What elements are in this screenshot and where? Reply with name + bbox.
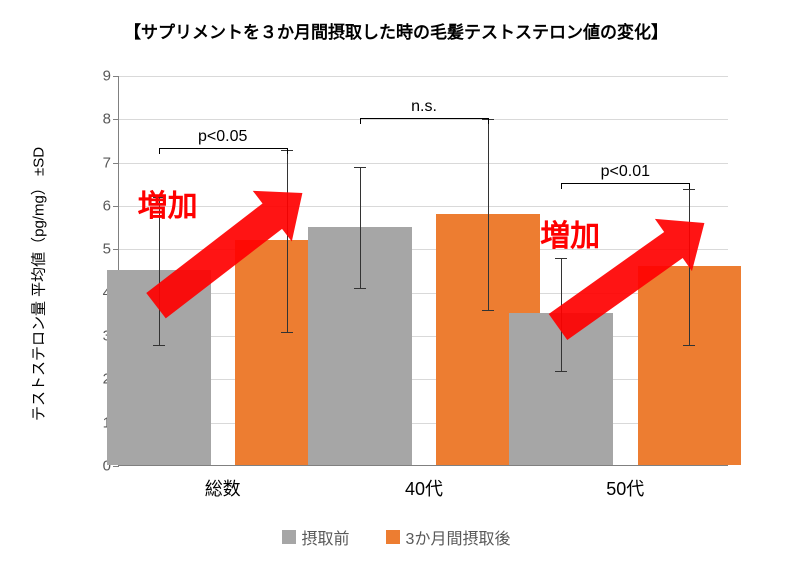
legend-label: 摂取前: [302, 525, 350, 549]
error-cap: [482, 310, 494, 311]
arrow-label: 増加: [540, 211, 600, 255]
y-tick-mark: [113, 466, 119, 467]
significance-label: n.s.: [411, 98, 437, 116]
error-cap: [354, 288, 366, 289]
y-tick-label: 6: [103, 198, 111, 215]
y-tick-label: 7: [103, 154, 111, 171]
y-tick-label: 5: [103, 241, 111, 258]
legend-swatch: [282, 530, 296, 544]
significance-bracket-tick: [689, 183, 690, 189]
significance-bracket-tick: [360, 118, 361, 124]
y-tick-mark: [113, 249, 119, 250]
arrow-label: 増加: [138, 181, 198, 225]
significance-bracket: [561, 183, 689, 184]
error-bar: [488, 119, 489, 310]
significance-bracket-tick: [159, 148, 160, 154]
x-tick-label: 50代: [606, 475, 644, 501]
y-axis-label: テストステロン量 平均値（pg/mg） ±SD: [28, 146, 49, 420]
chart-title: 【サプリメントを３か月間摂取した時の毛髪テストステロン値の変化】: [0, 18, 792, 43]
x-tick-label: 40代: [405, 475, 443, 501]
legend-item: 摂取前: [282, 525, 350, 549]
y-tick-label: 9: [103, 68, 111, 85]
plot-area: 0123456789総数40代50代p<0.05n.s.p<0.01増加増加: [118, 76, 728, 466]
legend-label: 3か月間摂取後: [406, 525, 511, 549]
significance-bracket-tick: [488, 118, 489, 124]
gridline: [119, 119, 728, 120]
significance-label: p<0.05: [198, 128, 247, 146]
y-tick-mark: [113, 163, 119, 164]
legend-swatch: [386, 530, 400, 544]
error-bar: [360, 167, 361, 288]
gridline: [119, 76, 728, 77]
significance-label: p<0.01: [601, 163, 650, 181]
error-cap: [153, 345, 165, 346]
error-cap: [555, 371, 567, 372]
y-tick-mark: [113, 206, 119, 207]
error-cap: [683, 189, 695, 190]
chart-container: 【サプリメントを３か月間摂取した時の毛髪テストステロン値の変化】 テストステロン…: [0, 0, 792, 567]
significance-bracket: [159, 148, 287, 149]
y-tick-mark: [113, 119, 119, 120]
error-cap: [354, 167, 366, 168]
significance-bracket-tick: [287, 148, 288, 154]
y-tick-mark: [113, 76, 119, 77]
y-tick-label: 8: [103, 111, 111, 128]
legend-item: 3か月間摂取後: [386, 525, 511, 549]
x-tick-label: 総数: [205, 475, 241, 501]
significance-bracket-tick: [561, 183, 562, 189]
legend: 摂取前 3か月間摂取後: [0, 525, 792, 549]
significance-bracket: [360, 118, 488, 119]
